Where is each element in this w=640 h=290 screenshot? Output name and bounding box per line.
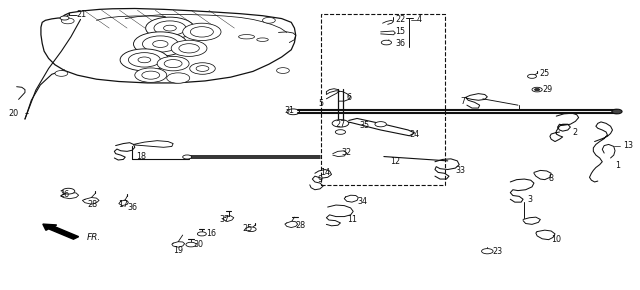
Circle shape [172,40,207,56]
Text: 30: 30 [193,240,204,249]
Text: 28: 28 [88,200,98,209]
Circle shape [375,122,387,127]
Circle shape [196,66,209,71]
Text: 2: 2 [572,128,577,137]
Text: 12: 12 [390,157,401,166]
Circle shape [164,25,176,31]
Text: 3: 3 [527,195,532,204]
Circle shape [134,32,187,56]
Text: 21: 21 [76,10,86,19]
Circle shape [179,44,199,53]
Circle shape [332,119,349,127]
Circle shape [135,68,167,82]
Ellipse shape [239,35,255,39]
Text: 6: 6 [347,93,352,102]
Text: 10: 10 [551,235,561,244]
Circle shape [189,63,215,74]
Text: 19: 19 [173,246,183,255]
Text: 34: 34 [357,197,367,206]
Text: 17: 17 [118,200,129,209]
Text: 16: 16 [206,229,216,238]
Circle shape [276,68,289,73]
Text: 8: 8 [548,174,554,183]
Text: 32: 32 [342,148,352,157]
Text: 13: 13 [623,141,633,150]
Circle shape [146,17,194,39]
Text: 33: 33 [456,166,465,175]
Text: 22: 22 [396,15,406,24]
Circle shape [153,41,168,48]
Text: 4: 4 [417,15,422,24]
Circle shape [262,17,275,23]
Text: 26: 26 [60,190,70,199]
Circle shape [138,57,151,63]
Circle shape [481,249,493,254]
Text: 14: 14 [320,168,330,177]
Circle shape [62,188,75,194]
Circle shape [164,59,182,68]
Text: 25: 25 [243,224,253,233]
Circle shape [287,109,300,115]
Text: 24: 24 [410,130,420,139]
Text: 31: 31 [284,106,294,115]
Text: 28: 28 [296,221,306,230]
Text: 29: 29 [542,85,552,94]
Text: 20: 20 [8,109,19,118]
Circle shape [157,56,189,71]
Text: 25: 25 [540,69,550,78]
Text: 9: 9 [317,175,323,184]
Ellipse shape [257,38,268,41]
Circle shape [167,73,189,83]
FancyArrow shape [43,224,79,239]
Text: 18: 18 [136,152,146,161]
Circle shape [182,23,221,41]
Text: 1: 1 [615,161,620,170]
Circle shape [532,87,542,92]
Circle shape [154,21,186,35]
Circle shape [527,74,536,78]
Circle shape [120,49,169,71]
Text: 27: 27 [335,120,346,129]
Circle shape [612,109,622,114]
Bar [321,14,445,185]
Text: 7: 7 [461,97,466,106]
Text: 5: 5 [319,99,324,108]
Circle shape [190,27,213,37]
Circle shape [129,53,161,67]
Text: FR.: FR. [87,233,101,242]
Circle shape [186,242,196,247]
Text: 36: 36 [127,203,137,212]
Circle shape [534,88,540,91]
Text: 36: 36 [396,39,405,48]
Text: 37: 37 [219,215,229,224]
Circle shape [60,16,69,20]
Circle shape [143,36,178,52]
Circle shape [142,71,160,79]
Circle shape [381,40,392,45]
Circle shape [335,130,346,134]
Text: 35: 35 [360,121,370,130]
Circle shape [55,70,68,76]
Circle shape [182,155,191,159]
Circle shape [61,18,74,24]
Text: 15: 15 [396,27,406,36]
Text: 11: 11 [347,215,357,224]
Text: 23: 23 [492,247,502,256]
Circle shape [246,227,256,232]
Circle shape [197,232,206,236]
